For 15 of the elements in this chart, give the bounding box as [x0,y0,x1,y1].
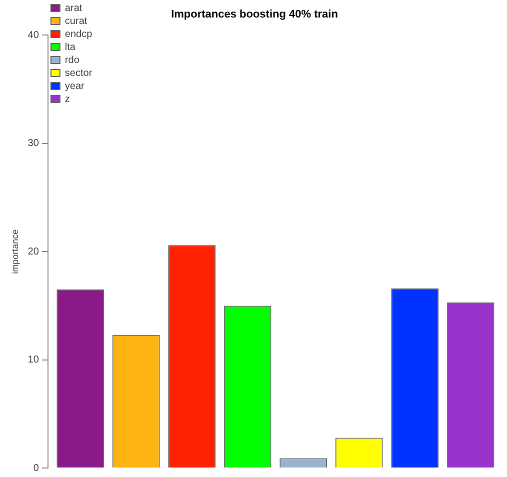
legend-label: z [64,94,70,105]
y-axis-title: importance [10,229,20,274]
legend-label: arat [64,2,82,14]
legend-label: endcp [64,28,93,40]
y-tick-label: 30 [28,138,40,150]
y-tick-label: 0 [33,462,40,474]
legend-label: lta [64,42,76,53]
chart-title: Importances boosting 40% train [171,8,338,21]
legend-label: rdo [64,54,80,66]
legend-label: sector [64,68,93,79]
legend-label: year [64,80,86,92]
legend-label: curat [64,16,88,27]
y-tick-label: 40 [28,30,40,41]
y-tick-label: 20 [28,246,40,258]
y-tick-label: 10 [28,354,40,366]
